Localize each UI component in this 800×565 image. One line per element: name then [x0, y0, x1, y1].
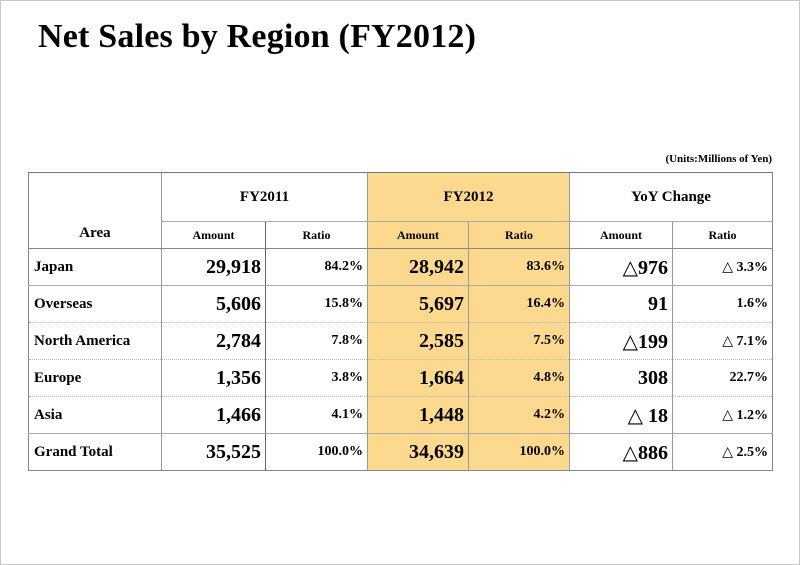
- fy2012-amount-cell: 28,942: [367, 248, 469, 286]
- net-sales-table: Area FY2011 FY2012 YoY Change Amount Rat…: [28, 172, 774, 471]
- fy2011-ratio-cell: 7.8%: [264, 322, 368, 360]
- area-header: Area: [28, 172, 162, 249]
- fy2012-amount-cell: 1,448: [367, 396, 469, 434]
- yoy-ratio-cell: △ 2.5%: [672, 433, 774, 471]
- yoy-amount-cell: △199: [569, 322, 673, 360]
- table-row: Overseas 5,606 15.8% 5,697 16.4% 91 1.6%: [28, 285, 774, 323]
- yoy-ratio-cell: △ 1.2%: [672, 396, 774, 434]
- yoy-ratio-cell: △ 7.1%: [672, 322, 774, 360]
- fy2012-amount-cell: 34,639: [367, 433, 469, 471]
- row-area: Europe: [28, 359, 162, 397]
- yoy-ratio-cell: 1.6%: [672, 285, 774, 323]
- fy2011-amount-header: Amount: [161, 221, 266, 249]
- fy2012-ratio-cell: 83.6%: [468, 248, 570, 286]
- yoy-amount-cell: △886: [569, 433, 673, 471]
- row-area: Asia: [28, 396, 162, 434]
- fy2012-ratio-cell: 100.0%: [468, 433, 570, 471]
- yoy-amount-cell: 308: [569, 359, 673, 397]
- fy2012-header: FY2012: [367, 172, 570, 222]
- fy2012-ratio-cell: 16.4%: [468, 285, 570, 323]
- yoy-change-header: YoY Change: [569, 172, 774, 222]
- row-area: Overseas: [28, 285, 162, 323]
- fy2011-amount-cell: 35,525: [161, 433, 266, 471]
- yoy-ratio-header: Ratio: [672, 221, 774, 249]
- table-row: Japan 29,918 84.2% 28,942 83.6% △976 △ 3.3%: [28, 248, 774, 286]
- fy2011-amount-cell: 1,356: [161, 359, 266, 397]
- fy2011-amount-cell: 1,466: [161, 396, 266, 434]
- yoy-amount-header: Amount: [569, 221, 673, 249]
- fy2011-amount-cell: 2,784: [161, 322, 266, 360]
- row-area: Grand Total: [28, 433, 162, 471]
- units-note: (Units:Millions of Yen): [665, 153, 772, 165]
- fy2012-amount-cell: 5,697: [367, 285, 469, 323]
- yoy-ratio-cell: 22.7%: [672, 359, 774, 397]
- table-row: Grand Total 35,525 100.0% 34,639 100.0% △886 △…: [28, 433, 774, 471]
- fy2012-amount-header: Amount: [367, 221, 469, 249]
- fy2011-ratio-cell: 100.0%: [264, 433, 368, 471]
- fy2011-amount-cell: 29,918: [161, 248, 266, 286]
- fy2011-ratio-cell: 4.1%: [264, 396, 368, 434]
- fy2011-header: FY2011: [160, 172, 368, 222]
- yoy-amount-cell: 91: [569, 285, 673, 323]
- fy2012-ratio-cell: 7.5%: [468, 322, 570, 360]
- row-area: North America: [28, 322, 162, 360]
- fy2011-ratio-cell: 3.8%: [264, 359, 368, 397]
- fy2011-ratio-header: Ratio: [264, 221, 368, 249]
- yoy-amount-cell: △976: [569, 248, 673, 286]
- fy2012-amount-cell: 1,664: [367, 359, 469, 397]
- yoy-amount-cell: △ 18: [569, 396, 673, 434]
- table-row: Europe 1,356 3.8% 1,664 4.8% 308 22.7%: [28, 359, 774, 397]
- fy2012-ratio-cell: 4.2%: [468, 396, 570, 434]
- row-area: Japan: [28, 248, 162, 286]
- yoy-ratio-cell: △ 3.3%: [672, 248, 774, 286]
- fy2011-ratio-cell: 84.2%: [264, 248, 368, 286]
- fy2011-amount-cell: 5,606: [161, 285, 266, 323]
- page-title: Net Sales by Region (FY2012): [38, 18, 477, 55]
- table-row: Asia 1,466 4.1% 1,448 4.2% △ 18 △ 1.2%: [28, 396, 774, 434]
- fy2012-ratio-header: Ratio: [468, 221, 570, 249]
- fy2012-amount-cell: 2,585: [367, 322, 469, 360]
- table-row: North America 2,784 7.8% 2,585 7.5% △199 △ 7.1…: [28, 322, 774, 360]
- fy2011-ratio-cell: 15.8%: [264, 285, 368, 323]
- fy2012-ratio-cell: 4.8%: [468, 359, 570, 397]
